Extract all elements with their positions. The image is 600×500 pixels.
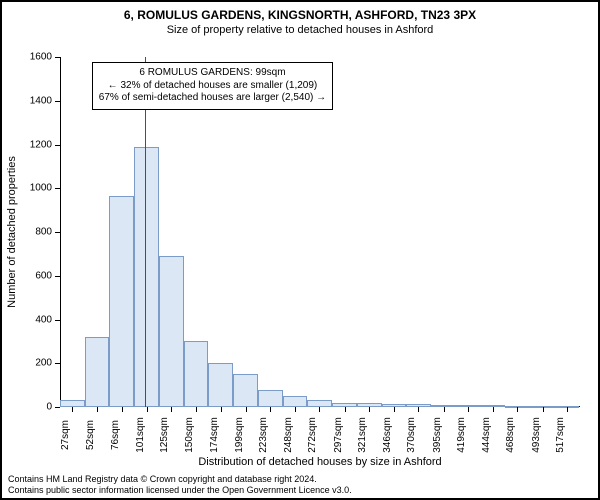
x-tick-mark: [345, 407, 346, 412]
y-tick-label: 1200: [12, 139, 52, 150]
x-tick-mark: [196, 407, 197, 412]
x-tick-label: 370sqm: [402, 417, 417, 453]
x-tick-label: 321sqm: [353, 417, 368, 453]
x-tick-mark: [122, 407, 123, 412]
y-tick-label: 1400: [12, 95, 52, 106]
marker-line: [145, 57, 146, 407]
histogram-bar: [109, 196, 134, 407]
x-tick-label: 419sqm: [452, 417, 467, 453]
x-tick-mark: [543, 407, 544, 412]
x-tick-mark: [369, 407, 370, 412]
y-tick-mark: [55, 407, 60, 408]
x-tick-mark: [270, 407, 271, 412]
x-tick-label: 272sqm: [303, 417, 318, 453]
x-tick-mark: [171, 407, 172, 412]
y-tick-label: 400: [12, 314, 52, 325]
y-tick-label: 600: [12, 270, 52, 281]
histogram-bar: [283, 396, 308, 407]
y-tick-mark: [55, 57, 60, 58]
x-tick-label: 248sqm: [279, 417, 294, 453]
histogram-bar: [134, 147, 159, 407]
y-tick-label: 1000: [12, 183, 52, 194]
x-tick-mark: [444, 407, 445, 412]
chart-frame: 6, ROMULUS GARDENS, KINGSNORTH, ASHFORD,…: [0, 0, 600, 500]
y-tick-mark: [55, 232, 60, 233]
x-tick-mark: [517, 407, 518, 412]
footer-line2: Contains public sector information licen…: [8, 485, 352, 496]
y-tick-mark: [55, 145, 60, 146]
x-tick-mark: [418, 407, 419, 412]
histogram-bar: [258, 390, 283, 408]
x-tick-mark: [72, 407, 73, 412]
x-tick-mark: [319, 407, 320, 412]
histogram-bar: [159, 256, 184, 407]
y-tick-label: 800: [12, 227, 52, 238]
y-tick-mark: [55, 320, 60, 321]
x-tick-label: 297sqm: [329, 417, 344, 453]
y-axis-line: [60, 57, 61, 407]
x-tick-label: 101sqm: [131, 417, 146, 453]
x-tick-label: 517sqm: [551, 417, 566, 453]
x-tick-label: 125sqm: [155, 417, 170, 453]
y-tick-mark: [55, 101, 60, 102]
y-tick-label: 1600: [12, 52, 52, 63]
x-tick-label: 444sqm: [477, 417, 492, 453]
footer: Contains HM Land Registry data © Crown c…: [8, 474, 352, 496]
x-tick-mark: [295, 407, 296, 412]
annotation-box: 6 ROMULUS GARDENS: 99sqm← 32% of detache…: [92, 62, 333, 110]
x-tick-mark: [97, 407, 98, 412]
x-tick-label: 76sqm: [106, 420, 121, 450]
x-tick-label: 52sqm: [81, 420, 96, 450]
annotation-line: 6 ROMULUS GARDENS: 99sqm: [99, 67, 326, 80]
x-tick-label: 27sqm: [56, 420, 71, 450]
annotation-line: 67% of semi-detached houses are larger (…: [99, 92, 326, 105]
y-tick-mark: [55, 276, 60, 277]
x-tick-label: 395sqm: [428, 417, 443, 453]
y-tick-label: 200: [12, 358, 52, 369]
x-tick-mark: [394, 407, 395, 412]
x-tick-label: 150sqm: [180, 417, 195, 453]
x-axis-label: Distribution of detached houses by size …: [198, 456, 441, 468]
footer-line1: Contains HM Land Registry data © Crown c…: [8, 474, 352, 485]
histogram-bar: [184, 341, 209, 407]
plot-area: 6 ROMULUS GARDENS: 99sqm← 32% of detache…: [60, 57, 580, 407]
x-tick-mark: [147, 407, 148, 412]
x-tick-mark: [246, 407, 247, 412]
x-tick-label: 174sqm: [205, 417, 220, 453]
x-tick-label: 199sqm: [230, 417, 245, 453]
x-tick-mark: [567, 407, 568, 412]
annotation-line: ← 32% of detached houses are smaller (1,…: [99, 80, 326, 93]
x-tick-mark: [221, 407, 222, 412]
chart-title-line1: 6, ROMULUS GARDENS, KINGSNORTH, ASHFORD,…: [2, 8, 598, 22]
y-tick-label: 0: [12, 402, 52, 413]
x-tick-label: 493sqm: [527, 417, 542, 453]
histogram-bar: [208, 363, 233, 407]
x-tick-label: 223sqm: [254, 417, 269, 453]
x-tick-label: 346sqm: [378, 417, 393, 453]
x-tick-mark: [468, 407, 469, 412]
histogram-bar: [233, 374, 258, 407]
x-tick-label: 468sqm: [501, 417, 516, 453]
chart-title-line2: Size of property relative to detached ho…: [2, 24, 598, 36]
x-tick-mark: [493, 407, 494, 412]
histogram-bar: [85, 337, 110, 407]
y-tick-mark: [55, 363, 60, 364]
y-tick-mark: [55, 188, 60, 189]
